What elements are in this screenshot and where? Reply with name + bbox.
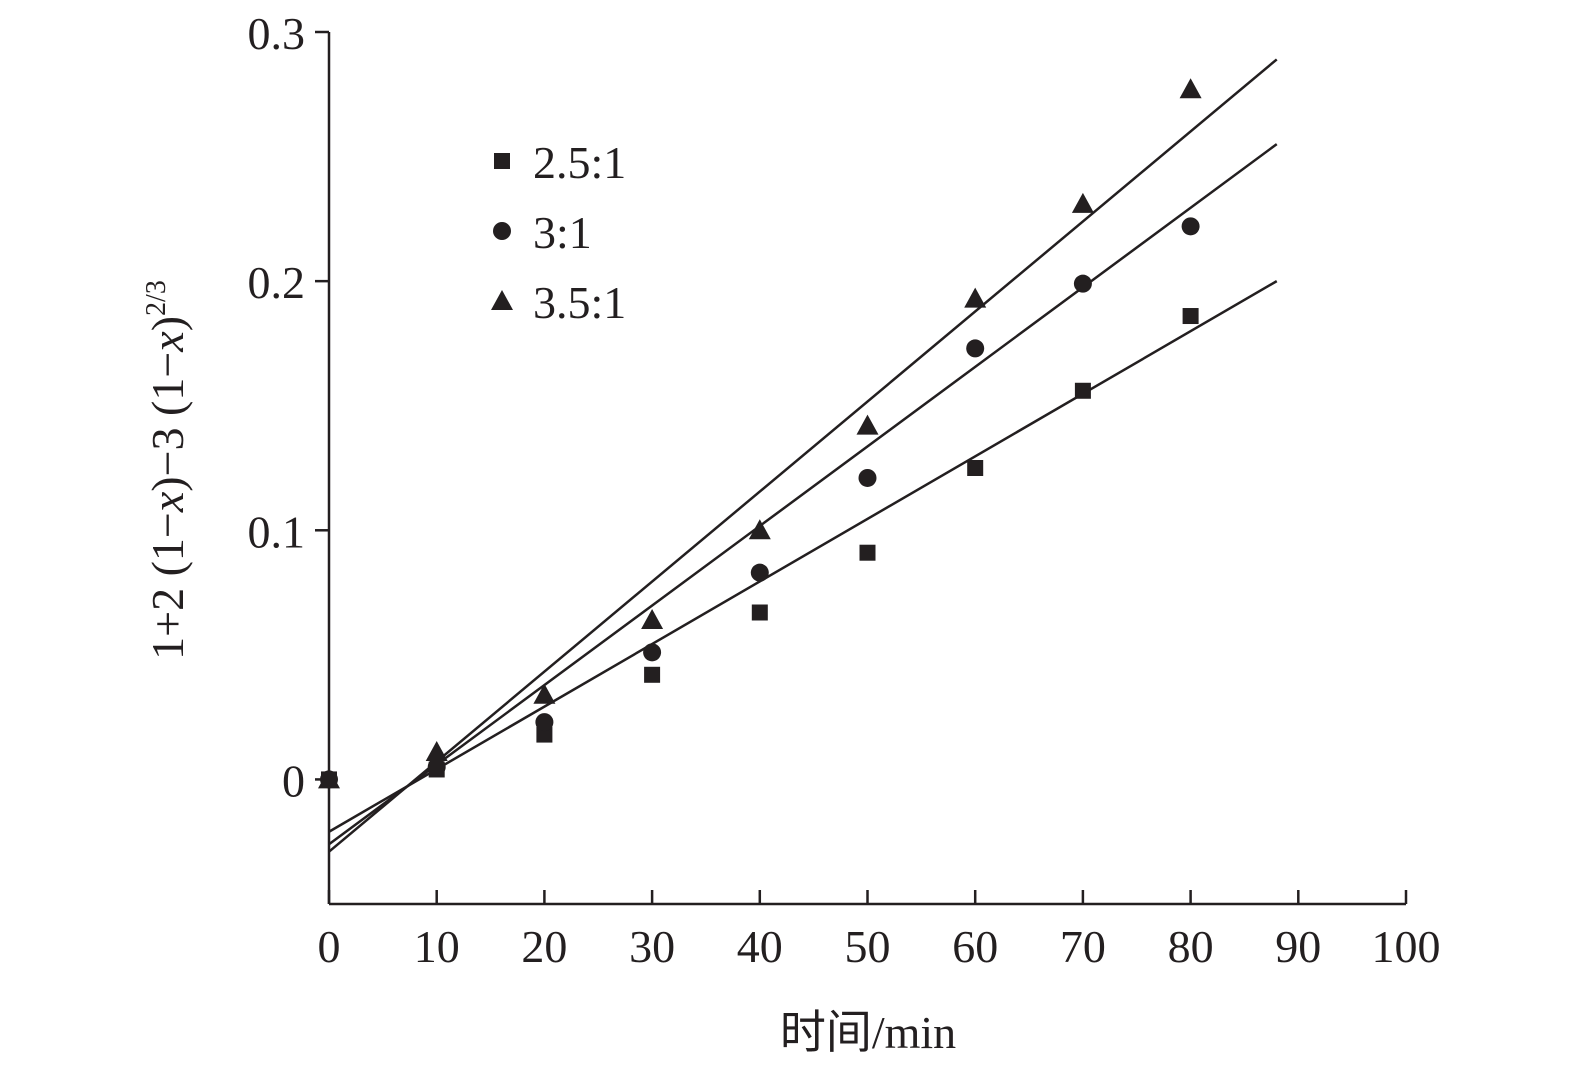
data-point-circle <box>1181 217 1200 236</box>
data-point-square <box>536 726 553 743</box>
data-point-circle <box>858 468 877 487</box>
x-tick-label: 100 <box>1372 921 1441 972</box>
x-tick-label: 30 <box>629 921 675 972</box>
fit-line-square <box>328 280 1278 833</box>
x-tick-label: 20 <box>521 921 567 972</box>
data-point-circle <box>535 713 554 732</box>
data-point-circle <box>427 757 446 776</box>
legend-marker-circle <box>493 222 511 240</box>
data-point-circle <box>750 563 769 582</box>
y-tick-label: 0.1 <box>248 506 306 557</box>
legend-marker-square <box>494 153 510 169</box>
legend-label: 3.5:1 <box>533 277 626 328</box>
y-axis-title: 1+2 (1−x)−3 (1−x)2/3 <box>141 280 193 660</box>
y-axis-title-part: 2/3 <box>141 280 172 316</box>
fit-line-circle <box>328 143 1278 846</box>
legend-label: 3:1 <box>533 207 592 258</box>
y-tick-label: 0.2 <box>248 257 306 308</box>
y-tick-label: 0 <box>282 755 305 806</box>
data-point-circle <box>643 643 662 662</box>
legend: 2.5:1 3:1 3.5:1 <box>491 137 626 328</box>
data-point-triangle <box>533 683 556 704</box>
x-tick-label: 90 <box>1275 921 1321 972</box>
data-point-triangle <box>964 287 987 308</box>
x-tick-label: 50 <box>845 921 891 972</box>
data-point-square <box>1074 382 1091 399</box>
y-axis-title-part: ) <box>142 316 193 331</box>
x-tick-label: 40 <box>737 921 783 972</box>
x-tick-label: 10 <box>414 921 460 972</box>
markers <box>318 78 1202 789</box>
legend-label: 2.5:1 <box>533 137 626 188</box>
y-axis-title-part: x <box>142 331 193 353</box>
data-point-square <box>859 544 876 561</box>
data-point-square <box>751 604 768 621</box>
data-point-triangle <box>748 519 771 540</box>
x-tick-label: 0 <box>318 921 341 972</box>
x-tick-label: 60 <box>952 921 998 972</box>
legend-marker-triangle <box>491 290 513 310</box>
fit-lines <box>328 58 1278 853</box>
data-point-triangle <box>641 608 664 629</box>
x-tick-label: 80 <box>1168 921 1214 972</box>
y-axis-title-part: x <box>142 491 193 513</box>
data-point-square <box>967 460 984 476</box>
data-point-triangle <box>1071 192 1094 213</box>
data-point-circle <box>1073 274 1092 293</box>
axes: 0 10 20 30 40 50 60 70 80 90 100 0 0.1 0.2 0.3 <box>248 8 1441 972</box>
data-point-triangle <box>318 768 340 789</box>
data-point-triangle <box>856 414 879 435</box>
y-axis-title-part: )−3 (1− <box>142 352 193 492</box>
x-axis-title: 时间/min <box>780 1007 956 1058</box>
x-tick-label: 70 <box>1060 921 1106 972</box>
y-axis-title-part: 1+2 (1− <box>142 512 193 660</box>
fit-line-triangle <box>328 58 1278 853</box>
data-point-triangle <box>1179 78 1202 99</box>
data-point-triangle <box>425 741 448 762</box>
data-point-square <box>1182 308 1199 325</box>
data-point-circle <box>966 339 985 358</box>
y-tick-label: 0.3 <box>248 8 306 59</box>
data-point-square <box>644 666 661 683</box>
